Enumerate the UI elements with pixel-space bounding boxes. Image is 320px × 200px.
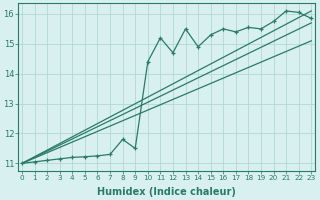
X-axis label: Humidex (Indice chaleur): Humidex (Indice chaleur) [97,187,236,197]
